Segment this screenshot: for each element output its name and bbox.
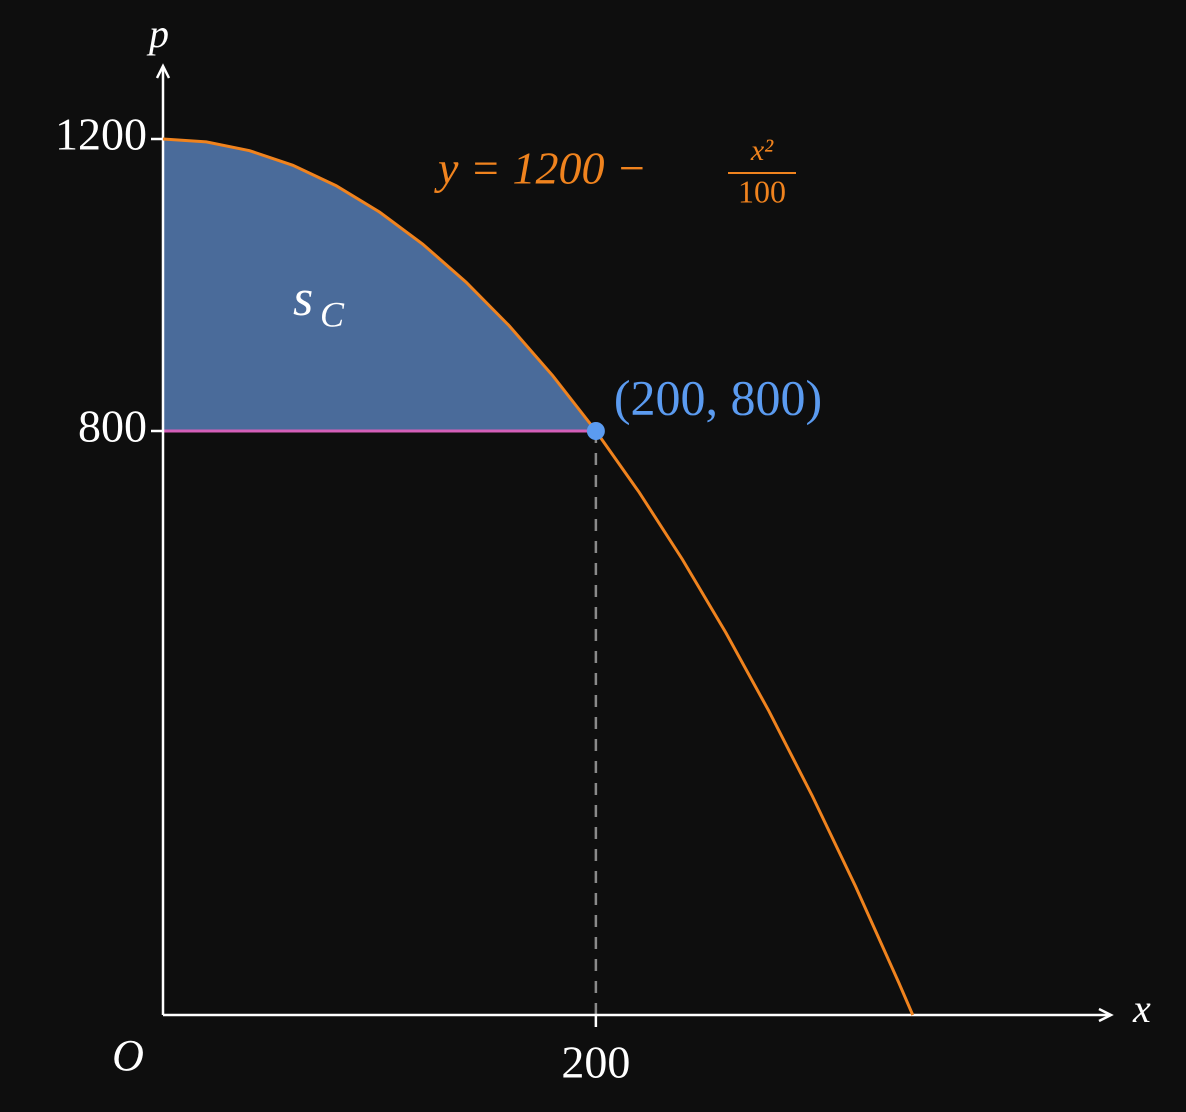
- point: [586, 422, 605, 440]
- area-label-base: s: [293, 270, 313, 327]
- origin-label: O: [112, 1031, 144, 1080]
- y-axis-arrow: [155, 63, 171, 79]
- equation-numerator: x²: [750, 134, 774, 167]
- equation-lhs: y = 1200 −: [434, 143, 647, 194]
- x-axis-label: x: [1132, 986, 1151, 1031]
- x-axis-arrow: [1098, 1007, 1114, 1023]
- y-tick-label: 800: [78, 401, 147, 452]
- y-tick-label: 1200: [55, 109, 147, 160]
- shaded-area: [163, 139, 596, 431]
- x-tick-label: 200: [561, 1037, 630, 1088]
- curve: [162, 137, 915, 1016]
- y-axis-label: p: [146, 11, 169, 56]
- area-label-subscript: C: [320, 294, 345, 334]
- equation-denominator: 100: [738, 173, 786, 209]
- point-label: (200, 800): [614, 369, 822, 425]
